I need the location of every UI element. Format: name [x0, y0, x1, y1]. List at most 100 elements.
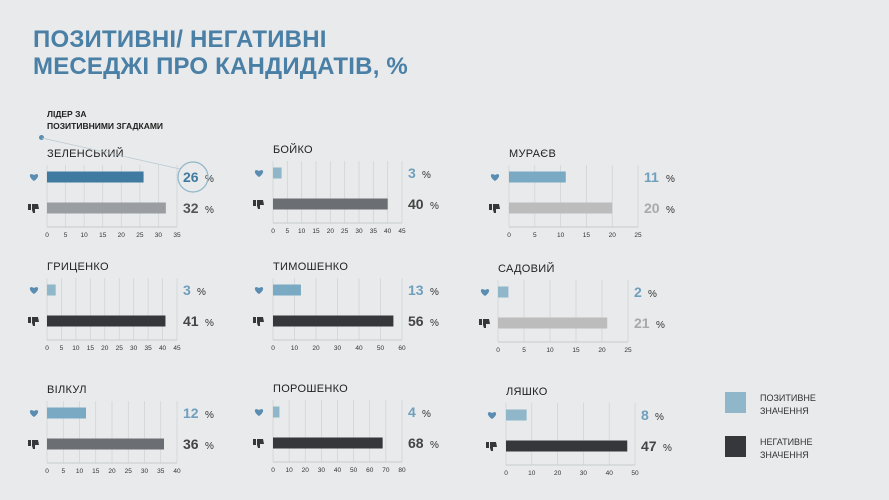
unit-label: % — [422, 170, 431, 181]
heart-icon — [480, 289, 490, 296]
thumbs-down-icon-hand — [257, 317, 264, 326]
thumbs-down-icon-cuff — [28, 440, 31, 446]
tick-label: 0 — [45, 345, 49, 352]
tick-label: 10 — [72, 345, 80, 352]
unit-label: % — [648, 289, 657, 300]
tick-label: 5 — [522, 347, 526, 354]
chart-panel-7: ВІЛКУЛ 0 5 10 15 20 25 30 35 40 12 36%% — [45, 384, 214, 475]
unit-label: % — [655, 412, 664, 423]
thumbs-down-icon-hand — [32, 204, 39, 213]
thumbs-down-icon-hand — [493, 204, 500, 213]
tick-label: 30 — [355, 228, 363, 235]
candidate-name: ЛЯШКО — [506, 386, 548, 398]
tick-label: 60 — [366, 467, 374, 474]
candidate-name: ЗЕЛЕНСЬКИЙ — [47, 147, 124, 160]
chart-panel-6: САДОВИЙ 0 5 10 15 20 25 2 21%% — [496, 262, 665, 354]
thumbs-down-icon-cuff — [28, 317, 31, 323]
tick-label: 0 — [504, 470, 508, 477]
tick-label: 45 — [173, 345, 181, 352]
chart-title-line1: ПОЗИТИВНІ/ НЕГАТИВНІ — [33, 26, 327, 53]
thumbs-down-icon-cuff — [253, 200, 256, 206]
chart-panel-9: ЛЯШКО 0 10 20 30 40 50 8 47%% — [504, 386, 672, 477]
bar-positive — [506, 409, 527, 421]
chart-panel-3: МУРАЄВ 0 5 10 15 20 25 11 20%% — [507, 148, 675, 239]
tick-label: 40 — [355, 345, 363, 352]
tick-label: 10 — [76, 468, 84, 475]
unit-label: % — [205, 410, 214, 421]
tick-label: 10 — [528, 470, 536, 477]
bar-positive — [273, 284, 301, 296]
tick-label: 5 — [61, 468, 65, 475]
candidate-name: ГРИЦЕНКО — [47, 261, 109, 273]
candidate-name: ТИМОШЕНКО — [273, 261, 348, 273]
value-label-positive: 26 — [183, 169, 199, 185]
thumbs-down-icon — [486, 442, 497, 451]
thumbs-down-icon-hand — [483, 319, 490, 328]
bar-negative — [509, 202, 613, 214]
tick-label: 35 — [370, 228, 378, 235]
candidate-name: САДОВИЙ — [498, 262, 555, 275]
leader-pointer-line — [41, 137, 181, 170]
chart-panel-8: ПОРОШЕНКО 0 10 20 30 40 50 60 70 80 4 68%% — [271, 383, 439, 474]
tick-label: 5 — [286, 228, 290, 235]
unit-label: % — [656, 320, 665, 331]
tick-label: 5 — [533, 232, 537, 239]
unit-label: % — [663, 443, 672, 454]
thumbs-down-icon — [253, 317, 264, 326]
bar-positive — [273, 406, 280, 418]
bar-positive — [273, 167, 282, 179]
thumbs-down-icon — [28, 317, 39, 326]
legend-negative-label: НЕГАТИВНЕ ЗНАЧЕННЯ — [760, 437, 813, 460]
thumbs-down-icon-cuff — [253, 439, 256, 445]
tick-label: 20 — [101, 345, 109, 352]
tick-label: 25 — [624, 347, 632, 354]
tick-label: 5 — [60, 345, 64, 352]
tick-label: 70 — [382, 467, 390, 474]
tick-label: 40 — [173, 468, 181, 475]
heart-icon — [487, 412, 497, 419]
tick-label: 25 — [634, 232, 642, 239]
unit-label: % — [666, 205, 675, 216]
tick-label: 0 — [271, 345, 275, 352]
value-label-negative: 32 — [183, 200, 199, 216]
tick-label: 20 — [598, 347, 606, 354]
value-label-positive: 3 — [183, 282, 191, 298]
value-label-negative: 56 — [408, 313, 424, 329]
tick-label: 0 — [45, 468, 49, 475]
tick-label: 40 — [334, 467, 342, 474]
heart-icon — [490, 174, 500, 181]
tick-label: 15 — [87, 345, 95, 352]
leader-note-line1: ЛІДЕР ЗА — [47, 109, 87, 119]
bar-positive — [509, 171, 566, 183]
thumbs-down-icon-hand — [257, 200, 264, 209]
tick-label: 15 — [312, 228, 320, 235]
tick-label: 20 — [554, 470, 562, 477]
tick-label: 50 — [350, 467, 358, 474]
value-label-positive: 8 — [641, 407, 649, 423]
bar-positive — [498, 286, 509, 298]
value-label-negative: 40 — [408, 196, 424, 212]
bar-negative — [273, 437, 383, 449]
tick-label: 50 — [377, 345, 385, 352]
tick-label: 20 — [302, 467, 310, 474]
tick-label: 40 — [384, 228, 392, 235]
unit-label: % — [430, 287, 439, 298]
tick-label: 35 — [173, 232, 181, 239]
unit-label: % — [430, 201, 439, 212]
tick-label: 0 — [271, 228, 275, 235]
tick-label: 20 — [327, 228, 335, 235]
candidate-name: БОЙКО — [273, 143, 313, 156]
bar-negative — [47, 202, 166, 214]
candidate-name: МУРАЄВ — [509, 148, 556, 160]
tick-label: 10 — [81, 232, 89, 239]
value-label-positive: 13 — [408, 282, 424, 298]
unit-label: % — [205, 174, 214, 185]
thumbs-down-icon-cuff — [489, 204, 492, 210]
tick-label: 0 — [496, 347, 500, 354]
tick-label: 80 — [398, 467, 406, 474]
bar-positive — [47, 171, 144, 183]
tick-label: 35 — [144, 345, 152, 352]
value-label-positive: 4 — [408, 404, 416, 420]
thumbs-down-icon — [28, 440, 39, 449]
